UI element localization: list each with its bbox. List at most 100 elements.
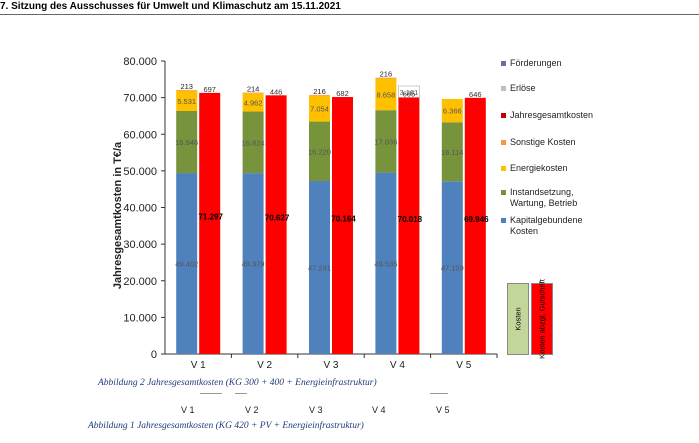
ghost-tick: V 2 (245, 405, 259, 415)
data-label: 4.962 (244, 98, 263, 107)
total-bar (332, 97, 353, 354)
data-label: 16.220 (308, 147, 331, 156)
bar-segment (309, 95, 330, 122)
legend-swatch (501, 218, 506, 223)
bar-segment (242, 93, 264, 112)
legend-swatch (501, 140, 506, 145)
legend-item: Energiekosten (501, 163, 606, 174)
bar-segment (309, 121, 330, 181)
legend-item: Jahresgesamtkosten (501, 110, 606, 121)
y-tick-label: 60.000 (123, 129, 157, 141)
data-label: 213 (180, 82, 193, 91)
bar-segment (309, 94, 330, 96)
bar-segment (441, 122, 463, 182)
legend-item: Sonstige Kosten (501, 137, 606, 148)
bar-segment (242, 173, 264, 354)
document-title: 7. Sitzung des Ausschusses für Umwelt un… (0, 1, 341, 12)
total-label: 71.297 (198, 212, 223, 221)
bar-segment (176, 89, 198, 91)
inset-label: Kosten abzgl. Gutschrift (537, 279, 547, 359)
legend-label: Förderungen (510, 58, 562, 68)
data-label: 646 (469, 90, 482, 99)
ghost-tick: V 3 (309, 405, 323, 415)
ghost-tick: V 1 (181, 405, 195, 415)
bar-segment (242, 111, 264, 174)
data-label: 682 (336, 89, 349, 98)
data-label: 47.159 (441, 264, 464, 273)
bar-segment (176, 111, 198, 174)
x-tick-label: V 4 (390, 360, 405, 371)
total-label: 70.018 (398, 215, 423, 224)
data-label: 697 (203, 85, 216, 94)
data-label: 16.114 (441, 148, 463, 157)
legend-item: Kapitalgebundene Kosten (501, 215, 606, 237)
figure-1-caption: Abbildung 1 Jahresgesamtkosten (KG 420 +… (88, 421, 364, 431)
legend-swatch (501, 86, 506, 91)
y-tick-label: 30.000 (123, 239, 157, 251)
bar-segment (309, 180, 330, 354)
scan-divider (430, 393, 448, 394)
y-tick-label: 10.000 (123, 312, 157, 324)
data-label: 16.946 (175, 138, 198, 147)
y-tick-label: 20.000 (123, 276, 157, 288)
bar-segment (375, 77, 397, 79)
total-label: 69.946 (464, 215, 489, 224)
bar-segment (375, 172, 397, 354)
data-label: 3.161 (400, 88, 419, 97)
bar-segment (176, 173, 198, 354)
y-tick-label: 0 (151, 349, 157, 361)
data-label: 17.036 (374, 137, 397, 146)
total-label: 70.164 (331, 215, 356, 224)
ghost-tick: V 5 (436, 405, 450, 415)
data-label: 6.366 (443, 107, 462, 116)
bar-segment (441, 181, 463, 354)
data-label: 216 (380, 70, 393, 79)
document-header: 7. Sitzung des Ausschusses für Umwelt un… (0, 0, 699, 15)
data-label: 8.658 (377, 90, 396, 99)
scan-divider (235, 393, 247, 394)
legend-label: Kapitalgebundene Kosten (510, 215, 583, 236)
bar-segment (375, 78, 397, 111)
bar-segment (375, 110, 397, 173)
x-tick-label: V 3 (323, 360, 338, 371)
data-label: 47.241 (308, 263, 331, 272)
legend-item: Förderungen (501, 58, 606, 69)
legend-swatch (501, 166, 506, 171)
data-label: 5.531 (177, 97, 196, 106)
inset-label: Kosten (513, 307, 523, 331)
y-tick-label: 50.000 (123, 166, 157, 178)
data-label: 49.379 (242, 260, 265, 269)
legend-swatch (501, 61, 506, 66)
total-label: 70.627 (265, 214, 290, 223)
legend-swatch (501, 113, 506, 118)
legend-label: Jahresgesamtkosten (510, 110, 594, 120)
data-label: 216 (313, 87, 326, 96)
data-label: 446 (270, 87, 283, 96)
legend-item: Instandsetzung, Wartung, Betrieb (501, 187, 606, 209)
x-tick-label: V 2 (257, 360, 272, 371)
total-bar (464, 97, 486, 354)
x-tick-label: V 5 (456, 360, 471, 371)
legend-label: Instandsetzung, Wartung, Betrieb (510, 187, 578, 208)
bar-segment (242, 92, 264, 94)
data-label: 16.824 (242, 138, 265, 147)
data-label: 49.402 (175, 260, 198, 269)
y-tick-label: 80.000 (123, 56, 157, 68)
total-bar (398, 97, 420, 354)
y-tick-label: 40.000 (123, 203, 157, 215)
bar-segment (176, 90, 198, 112)
scan-divider (200, 393, 222, 394)
x-tick-label: V 1 (191, 360, 206, 371)
inset-box: Kosten abzgl. Gutschrift (531, 279, 553, 359)
bar-segment (441, 98, 463, 123)
legend-label: Erlöse (510, 83, 536, 93)
legend-label: Energiekosten (510, 163, 568, 173)
data-label: 7.054 (310, 105, 329, 114)
y-tick-label: 70.000 (123, 93, 157, 105)
total-bar (199, 92, 221, 354)
legend-item: Erlöse (501, 83, 606, 94)
legend-swatch (501, 190, 506, 195)
figure-2-caption: Abbildung 2 Jahresgesamtkosten (KG 300 +… (98, 378, 377, 388)
y-axis-title: Jahresgesamtkosten in T€/a (112, 141, 124, 289)
